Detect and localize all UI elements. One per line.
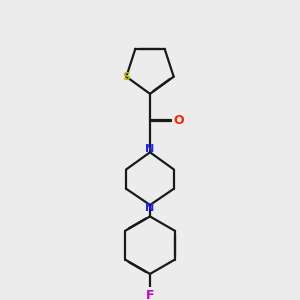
Text: S: S — [122, 72, 130, 82]
Text: O: O — [173, 114, 184, 127]
Text: N: N — [146, 144, 154, 154]
Text: N: N — [146, 203, 154, 213]
Text: F: F — [146, 289, 154, 300]
